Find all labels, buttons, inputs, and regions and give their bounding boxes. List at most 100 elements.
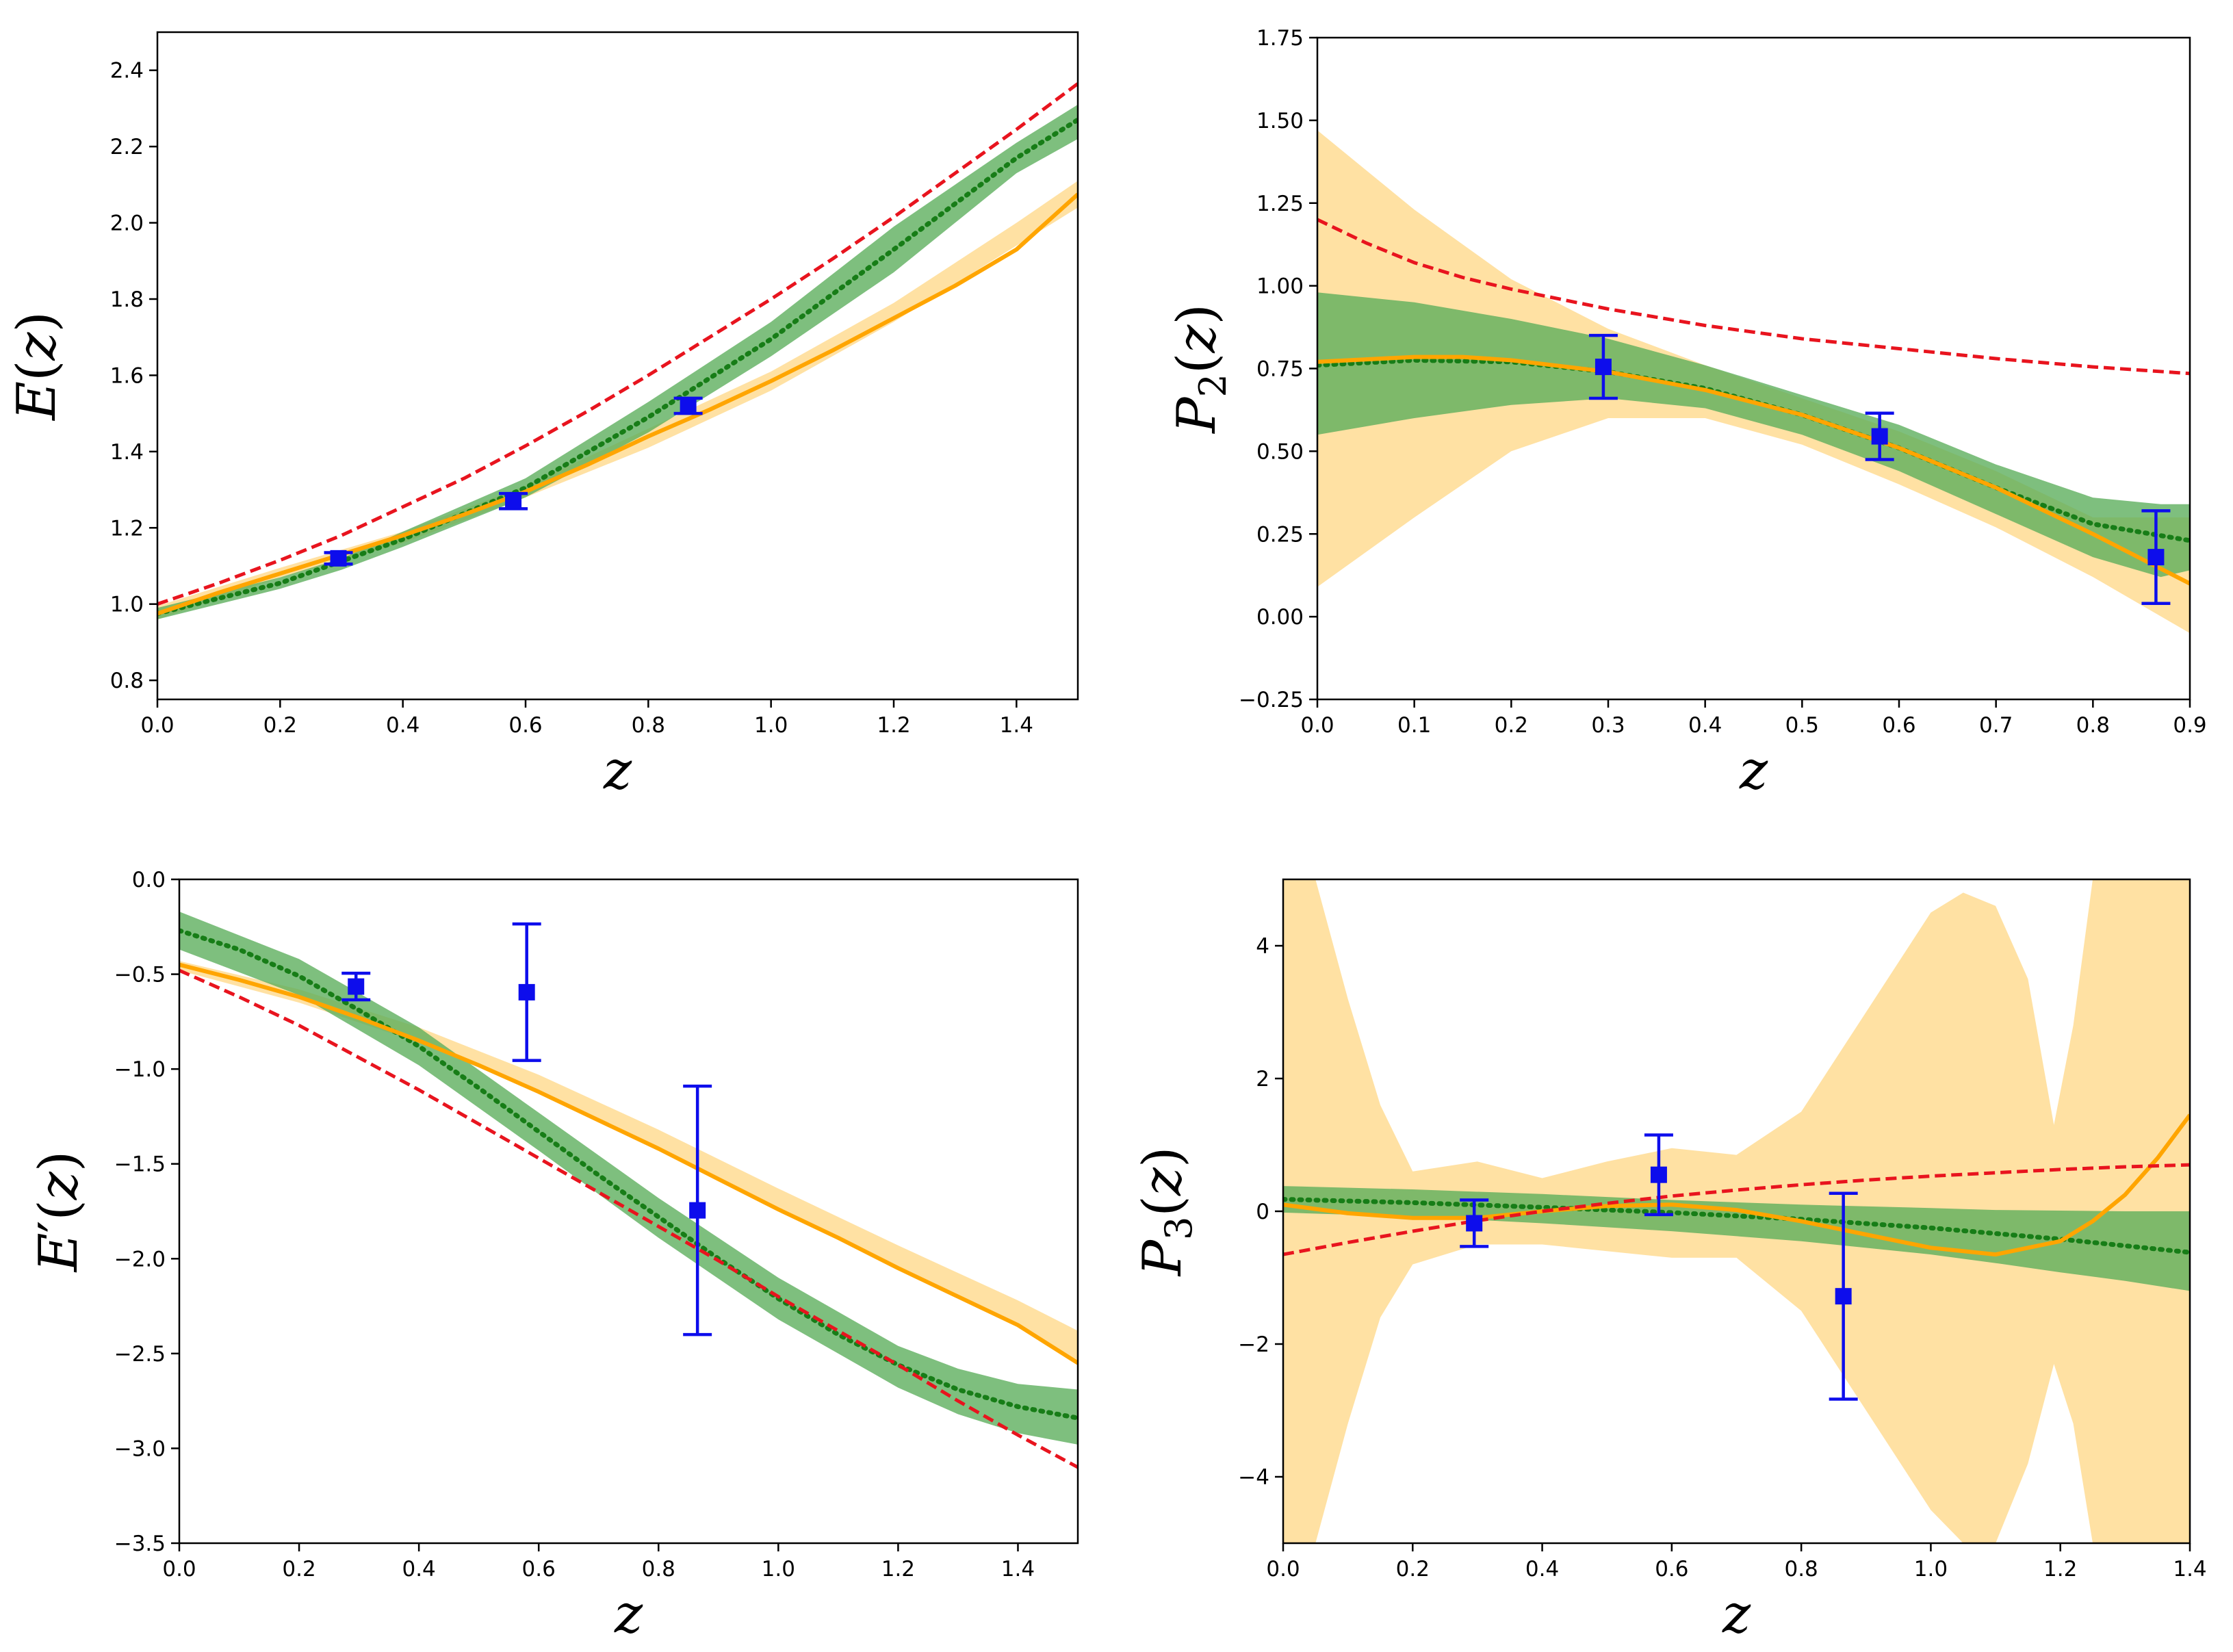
x-tick-label: 0.0	[1300, 713, 1334, 738]
y-axis-label-base: P	[1132, 1239, 1193, 1277]
x-tick-label: 1.4	[2173, 1557, 2206, 1582]
y-axis-label: P2(z)	[1166, 304, 1235, 435]
confidence-band-green	[1283, 1186, 2190, 1291]
x-tick-label: 0.2	[1396, 1557, 1430, 1582]
y-tick-label: −1.0	[114, 1057, 166, 1082]
series-line-dashed	[179, 968, 1078, 1469]
confidence-band-green	[157, 104, 1078, 619]
confidence-band-green	[179, 912, 1078, 1445]
y-axis-label-arg-open: (	[6, 361, 68, 381]
panel-e-prime-of-z: 0.0 0.2 0.4 0.6 0.8 1.0 1.2 1.4 −3.5 −3.0 −2.5 −2.0…	[28, 868, 1079, 1645]
data-point-marker	[680, 398, 697, 414]
x-tick-label: 0.8	[632, 713, 665, 738]
y-tick-label: 1.4	[110, 440, 144, 465]
x-tick-label: 0.5	[1785, 713, 1819, 738]
x-tick-label: 0.6	[1882, 713, 1915, 738]
y-tick-label: −3.0	[114, 1436, 166, 1461]
x-tick-label: 0.8	[1784, 1557, 1818, 1582]
series-line-solid	[1283, 1113, 2190, 1257]
x-tick-label: 1.2	[2043, 1557, 2077, 1582]
x-tick-label: 1.0	[762, 1557, 795, 1582]
y-axis-label-arg-close: )	[6, 311, 68, 332]
x-tick-label: 0.1	[1397, 713, 1431, 738]
x-tick-label: 0.8	[2076, 713, 2110, 738]
plot-area	[157, 82, 1078, 619]
data-point-marker	[689, 1202, 706, 1219]
data-point-group	[1644, 1133, 1673, 1217]
y-tick-label: 0.8	[110, 669, 144, 693]
y-tick-label: −4	[1238, 1465, 1269, 1490]
x-tick-label: 0.2	[1495, 713, 1528, 738]
y-axis-label: P3(z)	[1132, 1147, 1200, 1278]
plot-area	[1317, 130, 2190, 634]
y-axis-label-arg-var: z	[1166, 324, 1228, 354]
y-tick-label: 1.25	[1256, 192, 1304, 216]
data-point-group	[1588, 333, 1618, 400]
x-tick-label: 0.2	[263, 713, 297, 738]
x-tick-label: 0.7	[1979, 713, 2013, 738]
x-tick-label: 1.2	[881, 1557, 915, 1582]
axes-frame	[178, 878, 1079, 1545]
data-point-group	[499, 491, 528, 511]
y-axis-label-base: E	[6, 381, 68, 422]
series-line-dotted	[157, 117, 1078, 617]
y-axis-label-prime: ′	[28, 1221, 90, 1233]
y-tick-label: 0.75	[1256, 357, 1304, 382]
panel-p2-of-z: 0.0 0.1 0.2 0.3 0.4 0.5 0.6 0.7 0.8 0.9 −0.25 0.00 0…	[1166, 26, 2207, 801]
series-line-dotted	[1283, 1197, 2190, 1255]
x-tick-label: 0.6	[1655, 1557, 1688, 1582]
data-point-marker	[348, 978, 365, 995]
series-line-dashed	[1317, 218, 2190, 376]
x-tick-label: 1.2	[877, 713, 910, 738]
data-point-group	[1460, 1198, 1489, 1248]
y-tick-label: −2.5	[114, 1342, 166, 1367]
plot-area	[179, 912, 1078, 1469]
x-tick-label: 0.4	[402, 1557, 435, 1582]
x-tick-label: 0.4	[1525, 1557, 1559, 1582]
y-tick-label: −2	[1238, 1332, 1269, 1357]
data-point-marker	[1466, 1215, 1483, 1232]
y-axis-label-arg-var: z	[6, 332, 68, 361]
x-tick-label: 0.8	[642, 1557, 675, 1582]
data-point-group	[341, 971, 371, 1002]
x-tick-label: 0.2	[282, 1557, 315, 1582]
series-line-dashed	[1283, 1163, 2190, 1256]
data-point-group	[324, 550, 353, 567]
confidence-band-orange	[1317, 130, 2190, 634]
series-line-dotted	[179, 928, 1078, 1421]
y-tick-label: 2.0	[110, 211, 144, 236]
x-tick-label: 0.6	[508, 713, 542, 738]
x-tick-label: 1.0	[1914, 1557, 1948, 1582]
axes-frame	[156, 31, 1079, 701]
series-line-solid	[1317, 354, 2190, 586]
y-tick-label: 0.00	[1256, 605, 1304, 630]
y-axis-label: E′(z)	[28, 1151, 90, 1274]
y-axis-label-subscript: 3	[1157, 1217, 1200, 1240]
x-tick-label: 0.9	[2173, 713, 2206, 738]
y-tick-label: 2	[1256, 1067, 1269, 1092]
data-point-marker	[1595, 359, 1612, 376]
x-tick-label: 0.6	[522, 1557, 556, 1582]
x-tick-label: 0.0	[162, 1557, 196, 1582]
y-tick-label: 2.4	[110, 59, 144, 83]
y-tick-label: 1.0	[110, 593, 144, 617]
y-tick-label: 1.00	[1256, 274, 1304, 299]
x-tick-label: 0.4	[1688, 713, 1722, 738]
y-tick-label: −1.5	[114, 1152, 166, 1177]
y-axis-label-arg-open: (	[28, 1200, 90, 1220]
data-point-marker	[1835, 1288, 1852, 1305]
y-tick-label: −0.5	[114, 963, 166, 988]
x-tick-label: 0.0	[140, 713, 174, 738]
data-point-group	[1865, 411, 1894, 461]
confidence-band-orange	[157, 181, 1078, 619]
data-point-marker	[505, 493, 522, 510]
y-tick-label: 1.6	[110, 363, 144, 388]
data-point-marker	[2147, 549, 2165, 566]
y-tick-label: 2.2	[110, 135, 144, 159]
y-axis-label-subscript: 2	[1191, 374, 1235, 397]
y-axis-label-base: E	[28, 1232, 90, 1273]
y-axis-label-arg-close: )	[28, 1151, 90, 1172]
y-tick-label: −2.0	[114, 1247, 166, 1272]
y-axis-label-base: P	[1166, 396, 1228, 435]
x-axis-label: z	[1722, 1584, 1751, 1645]
